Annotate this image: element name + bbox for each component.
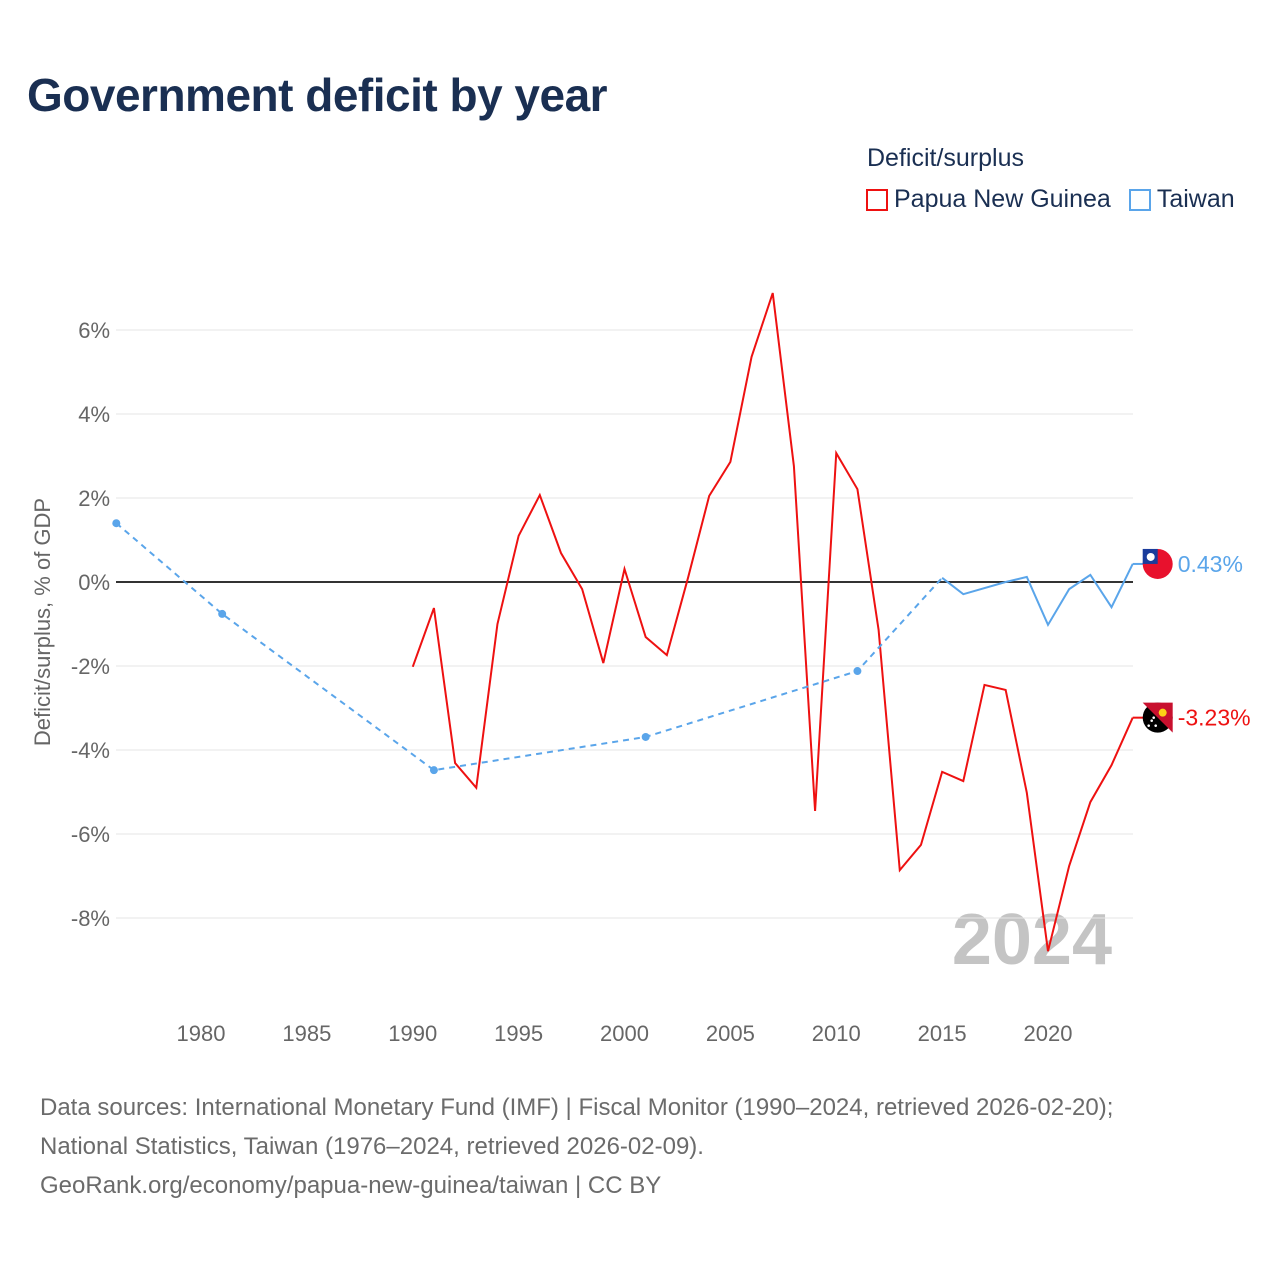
taiwan-flag-sun	[1146, 552, 1155, 561]
y-axis-label: Deficit/surplus, % of GDP	[30, 498, 55, 746]
source-line-2: National Statistics, Taiwan (1976–2024, …	[40, 1133, 704, 1160]
y-tick-label: -2%	[71, 654, 110, 679]
x-tick-label: 2010	[812, 1021, 861, 1046]
x-tick-label: 1995	[494, 1021, 543, 1046]
legend-label: Taiwan	[1156, 185, 1235, 213]
x-tick-label: 1985	[282, 1021, 331, 1046]
y-tick-label: 2%	[78, 486, 110, 511]
chart-title: Government deficit by year	[27, 69, 608, 121]
y-tick-label: 4%	[78, 402, 110, 427]
x-tick-label: 2015	[918, 1021, 967, 1046]
legend: Papua New Guinea Taiwan	[866, 185, 1235, 214]
legend-title: Deficit/surplus	[867, 144, 1024, 172]
series-line-papua-new-guinea	[411, 292, 1134, 952]
data-point-taiwan	[218, 609, 227, 618]
x-tick-label: 1980	[177, 1021, 226, 1046]
png-flag-star	[1154, 724, 1157, 727]
data-point-taiwan	[112, 519, 121, 528]
legend-item-taiwan[interactable]: Taiwan	[1128, 185, 1235, 214]
end-value-label-papua-new-guinea: -3.23%	[1178, 705, 1251, 731]
png-flag-bird	[1158, 708, 1167, 717]
source-line-1: Data sources: International Monetary Fun…	[40, 1094, 1114, 1121]
series-line-dashed-taiwan	[115, 522, 943, 772]
y-tick-label: 0%	[78, 570, 110, 595]
x-tick-label: 2020	[1024, 1021, 1073, 1046]
y-tick-label: -6%	[71, 822, 110, 847]
y-tick-label: -4%	[71, 738, 110, 763]
end-value-label-taiwan: 0.43%	[1178, 551, 1243, 577]
data-point-taiwan	[429, 766, 438, 775]
png-flag-star	[1152, 716, 1155, 719]
png-flag-star	[1147, 724, 1150, 727]
source-line-3[interactable]: GeoRank.org/economy/papua-new-guinea/tai…	[40, 1172, 662, 1199]
legend-label: Papua New Guinea	[894, 185, 1111, 213]
data-point-taiwan	[853, 667, 862, 676]
x-tick-label: 1990	[388, 1021, 437, 1046]
year-watermark: 2024	[952, 900, 1112, 980]
footer: Data sources: International Monetary Fun…	[40, 1088, 1113, 1205]
png-flag-star	[1150, 719, 1153, 722]
legend-item-png[interactable]: Papua New Guinea	[866, 185, 1111, 214]
x-tick-label: 2005	[706, 1021, 755, 1046]
y-tick-label: 6%	[78, 318, 110, 343]
data-point-taiwan	[641, 732, 650, 741]
y-tick-label: -8%	[71, 906, 110, 931]
legend-swatch-taiwan	[1128, 188, 1151, 211]
series-line-taiwan	[941, 563, 1134, 628]
x-tick-label: 2000	[600, 1021, 649, 1046]
legend-swatch-png	[866, 188, 888, 211]
